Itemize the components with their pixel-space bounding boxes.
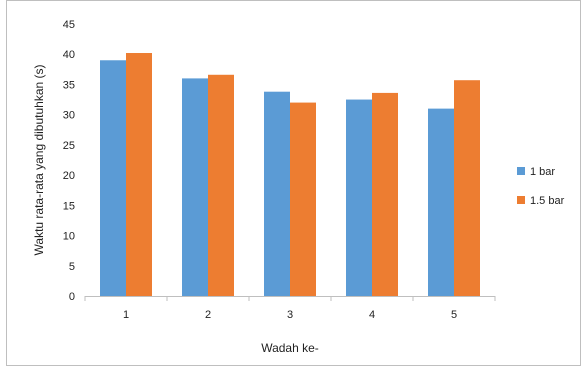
y-tick-label: 0 [69,291,75,303]
bars [100,53,480,297]
legend-label: 1.5 bar [530,195,565,207]
x-tick-label: 4 [369,309,375,321]
x-tick-label: 2 [205,309,211,321]
y-tick-label: 5 [69,261,75,273]
bar [372,92,398,296]
y-tick-label: 35 [63,79,75,91]
y-tick-label: 45 [63,19,75,31]
y-tick-label: 15 [63,200,75,212]
y-axis-title: Waktu rata-rata yang dibutuhkan (s) [32,65,46,256]
legend-swatch [517,167,525,175]
y-tick-label: 10 [63,231,75,243]
x-tick-label: 5 [451,309,457,321]
bar [290,102,316,296]
legend-swatch [517,196,525,204]
bar [454,80,480,296]
bar [100,60,126,297]
x-axis-title: Wadah ke- [261,341,319,355]
bar [182,78,208,297]
legend: 1 bar 1.5 bar [517,166,565,207]
y-tick-label: 25 [63,140,75,152]
x-tick-label: 3 [287,309,293,321]
x-tick-label: 1 [123,309,129,321]
bar [208,74,234,296]
y-tick-label: 40 [63,49,75,61]
bar [264,91,290,296]
y-tick-label: 30 [63,110,75,122]
x-axis-ticks: 1 2 3 4 5 [84,296,496,321]
bar [346,99,372,296]
bar [428,108,454,296]
y-axis-ticks: 0 5 10 15 20 25 30 35 40 45 [63,19,75,303]
bar [126,53,152,296]
legend-label: 1 bar [530,166,555,178]
y-tick-label: 20 [63,170,75,182]
